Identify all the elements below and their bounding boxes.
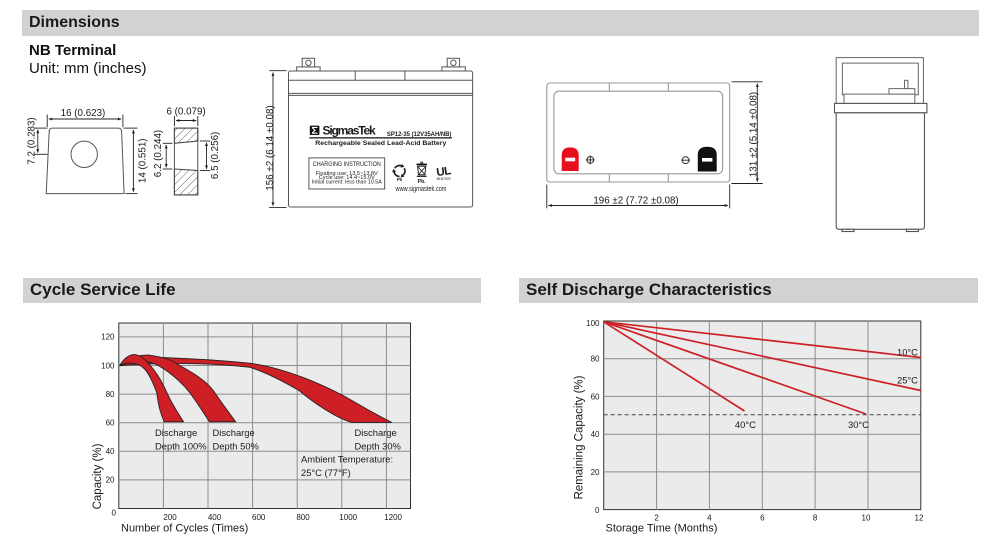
svg-text:1000: 1000 [339, 513, 357, 522]
svg-text:6 (0.079): 6 (0.079) [166, 107, 205, 118]
svg-text:SigmasTek: SigmasTek [323, 124, 377, 138]
svg-text:10°C: 10°C [897, 347, 918, 358]
svg-text:Capacity (%): Capacity (%) [92, 443, 104, 509]
svg-text:Cycle use: 14.4~15.0V: Cycle use: 14.4~15.0V [319, 175, 375, 181]
svg-text:Depth 30%: Depth 30% [355, 441, 401, 452]
svg-text:20: 20 [591, 468, 600, 477]
svg-text:60: 60 [591, 392, 600, 401]
svg-text:131 ±2 (5.14 ±0.08): 131 ±2 (5.14 ±0.08) [748, 92, 759, 177]
svg-text:Remaining Capacity (%): Remaining Capacity (%) [573, 375, 585, 499]
svg-text:Discharge: Discharge [355, 427, 397, 438]
svg-text:Depth 100%: Depth 100% [155, 441, 207, 452]
svg-text:40: 40 [591, 430, 600, 439]
svg-text:UL: UL [436, 165, 452, 179]
svg-text:4: 4 [707, 514, 712, 523]
svg-text:120: 120 [101, 333, 115, 342]
svg-text:1200: 1200 [384, 513, 402, 522]
svg-text:6.5 (0.256): 6.5 (0.256) [210, 132, 221, 179]
svg-text:Pb: Pb [397, 177, 403, 182]
svg-text:14 (0.551): 14 (0.551) [138, 138, 149, 183]
svg-text:0: 0 [112, 509, 117, 518]
svg-text:800: 800 [296, 513, 310, 522]
svg-text:100: 100 [101, 361, 115, 370]
svg-text:25°C (77°F): 25°C (77°F) [301, 467, 351, 478]
svg-text:40°C: 40°C [735, 419, 756, 430]
svg-text:www.sigmastek.com: www.sigmastek.com [395, 186, 447, 193]
svg-text:25°C: 25°C [897, 375, 918, 386]
svg-text:Discharge: Discharge [155, 427, 197, 438]
svg-text:Discharge: Discharge [213, 427, 255, 438]
svg-text:7.2 (0.283): 7.2 (0.283) [26, 117, 37, 164]
svg-text:8: 8 [813, 514, 818, 523]
svg-text:400: 400 [208, 513, 222, 522]
svg-text:20: 20 [106, 476, 115, 485]
svg-text:Floating use: 13.5~13.8V: Floating use: 13.5~13.8V [316, 171, 378, 177]
svg-text:600: 600 [252, 513, 266, 522]
svg-text:Pb.: Pb. [418, 179, 427, 185]
svg-text:80: 80 [106, 390, 115, 399]
svg-text:80: 80 [591, 355, 600, 364]
svg-text:156 ±2 (6.14 ±0.08): 156 ±2 (6.14 ±0.08) [265, 105, 276, 190]
svg-text:200: 200 [163, 513, 177, 522]
svg-text:Rechargeable Sealed Lead-Acid: Rechargeable Sealed Lead-Acid Battery [315, 140, 446, 147]
svg-text:12: 12 [915, 514, 924, 523]
svg-text:100: 100 [586, 319, 600, 328]
svg-text:60: 60 [106, 419, 115, 428]
svg-text:196 ±2 (7.72 ±0.08): 196 ±2 (7.72 ±0.08) [593, 195, 678, 206]
svg-text:30°C: 30°C [848, 419, 869, 430]
svg-text:2: 2 [654, 514, 659, 523]
svg-text:Ambient Temperature:: Ambient Temperature: [301, 454, 393, 465]
svg-text:16 (0.623): 16 (0.623) [61, 108, 106, 119]
svg-text:CHARGING INSTRUCTION: CHARGING INSTRUCTION [313, 161, 381, 168]
svg-text:10: 10 [862, 514, 871, 523]
svg-text:Number of Cycles (Times): Number of Cycles (Times) [121, 523, 248, 535]
svg-text:Initial current: less than 10.: Initial current: less than 10.5A [312, 180, 382, 186]
svg-text:0: 0 [595, 506, 600, 515]
svg-text:MH47929: MH47929 [437, 177, 451, 181]
svg-text:SP12-35 (12V35AH/NB): SP12-35 (12V35AH/NB) [387, 131, 452, 138]
svg-text:40: 40 [106, 447, 115, 456]
svg-text:Storage Time (Months): Storage Time (Months) [606, 523, 718, 535]
svg-text:Depth 50%: Depth 50% [213, 441, 259, 452]
svg-text:6: 6 [760, 514, 765, 523]
svg-text:6.2 (0.244): 6.2 (0.244) [153, 130, 164, 177]
